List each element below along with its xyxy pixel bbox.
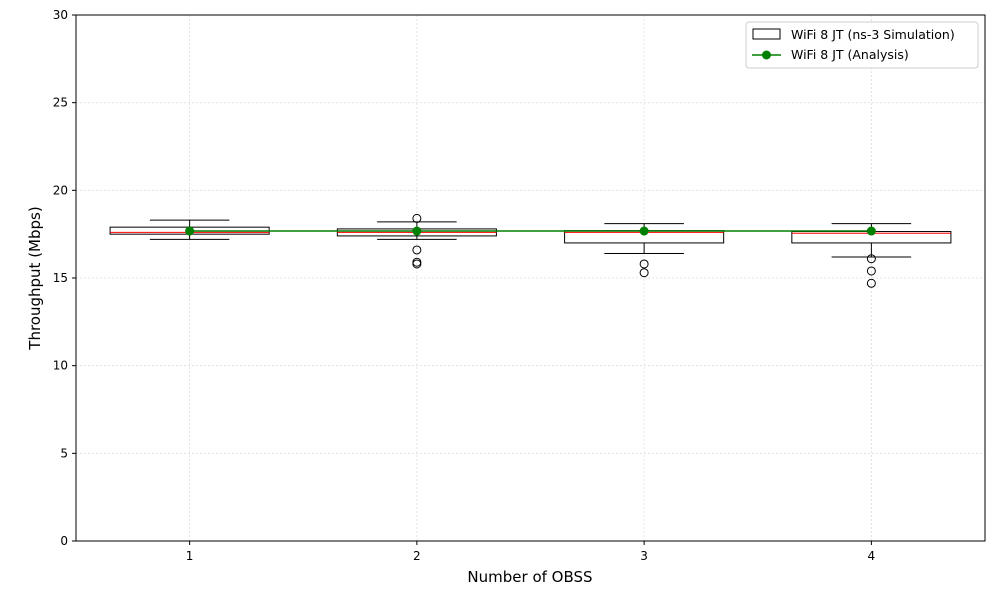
outlier-point bbox=[866, 266, 876, 276]
axis-ticks: 0 5 10 15 20 25 30 1 2 3 4 bbox=[53, 8, 875, 563]
legend: WiFi 8 JT (ns-3 Simulation) WiFi 8 JT (A… bbox=[745, 21, 979, 69]
x-tick-label: 4 bbox=[868, 549, 876, 563]
x-axis-label: Number of OBSS bbox=[467, 568, 592, 586]
y-axis-label: Throughput (Mbps) bbox=[26, 206, 44, 350]
grid-lines bbox=[76, 14, 985, 542]
outlier-point bbox=[639, 268, 649, 278]
analysis-point bbox=[185, 226, 195, 236]
box-plot bbox=[336, 213, 497, 269]
y-tick-label: 30 bbox=[53, 8, 68, 22]
legend-line-marker bbox=[762, 50, 771, 60]
outlier-point bbox=[639, 259, 649, 269]
analysis-point bbox=[412, 226, 422, 236]
y-tick-label: 20 bbox=[53, 183, 68, 197]
legend-line-label: WiFi 8 JT (Analysis) bbox=[791, 47, 909, 62]
y-tick-label: 5 bbox=[60, 446, 68, 460]
y-tick-label: 15 bbox=[53, 271, 68, 285]
box-plots bbox=[109, 213, 952, 288]
outlier-point bbox=[866, 254, 876, 264]
x-tick-label: 2 bbox=[413, 549, 421, 563]
analysis-point bbox=[639, 226, 649, 236]
outlier-point bbox=[412, 245, 422, 255]
y-tick-label: 25 bbox=[53, 96, 68, 110]
y-tick-label: 10 bbox=[53, 359, 68, 373]
analysis-line bbox=[185, 226, 876, 236]
analysis-point bbox=[866, 226, 876, 236]
legend-box-label: WiFi 8 JT (ns-3 Simulation) bbox=[791, 27, 955, 42]
legend-box-swatch bbox=[752, 28, 781, 40]
legend-frame bbox=[745, 21, 979, 69]
x-tick-label: 3 bbox=[640, 549, 648, 563]
y-tick-label: 0 bbox=[60, 534, 68, 548]
outlier-point bbox=[412, 259, 422, 269]
outlier-point bbox=[866, 278, 876, 288]
box-plot bbox=[564, 223, 725, 278]
outlier-point bbox=[412, 213, 422, 223]
x-tick-label: 1 bbox=[186, 549, 194, 563]
